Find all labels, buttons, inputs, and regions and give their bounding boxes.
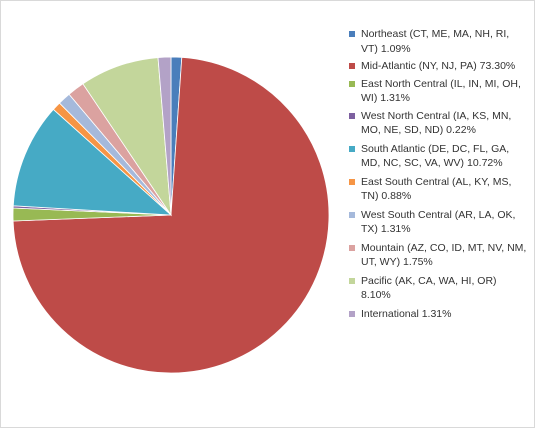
legend-label-7: Mountain (AZ, CO, ID, MT, NV, NM, UT, WY… [361,241,527,269]
legend-swatch-9 [349,310,355,317]
legend-swatch-0 [349,31,355,37]
legend-item-8: Pacific (AK, CA, WA, HI, OR) 8.10% [349,274,529,303]
pie-slice-4 [12,108,173,216]
legend-label-1: Mid-Atlantic (NY, NJ, PA) 73.30% [361,60,516,72]
legend-label-6: West South Central (AR, LA, OK, TX) 1.31… [361,208,516,236]
legend-swatch-8 [349,277,355,284]
legend: Northeast (CT, ME, MA, NH, RI, VT) 1.09%… [349,27,529,321]
legend-label-0: Northeast (CT, ME, MA, NH, RI, VT) 1.09% [361,28,510,55]
legend-label-2: East North Central (IL, IN, MI, OH, WI) … [361,77,521,105]
legend-swatch-7 [349,244,355,251]
legend-swatch-5 [349,178,355,185]
legend-label-3: West North Central (IA, KS, MN, MO, NE, … [361,109,512,137]
legend-item-3: West North Central (IA, KS, MN, MO, NE, … [349,109,529,138]
legend-swatch-2 [349,80,355,87]
legend-item-0: Northeast (CT, ME, MA, NH, RI, VT) 1.09% [349,27,529,56]
legend-label-5: East South Central (AL, KY, MS, TN) 0.88… [361,175,512,203]
legend-label-9: International 1.31% [361,307,452,320]
pie-slice-9 [157,56,172,216]
legend-swatch-6 [349,211,355,218]
legend-label-8: Pacific (AK, CA, WA, HI, OR) 8.10% [361,274,497,302]
legend-swatch-3 [349,112,355,119]
legend-swatch-4 [349,145,355,152]
legend-item-6: West South Central (AR, LA, OK, TX) 1.31… [349,208,529,237]
legend-item-2: East North Central (IL, IN, MI, OH, WI) … [349,77,529,106]
legend-item-1: Mid-Atlantic (NY, NJ, PA) 73.30% [349,59,529,74]
legend-label-4: South Atlantic (DE, DC, FL, GA, MD, NC, … [361,142,510,170]
legend-item-4: South Atlantic (DE, DC, FL, GA, MD, NC, … [349,142,529,171]
legend-item-9: International 1.31% [349,307,529,322]
legend-item-5: East South Central (AL, KY, MS, TN) 0.88… [349,175,529,204]
legend-item-7: Mountain (AZ, CO, ID, MT, NV, NM, UT, WY… [349,241,529,270]
legend-swatch-1 [349,63,355,69]
